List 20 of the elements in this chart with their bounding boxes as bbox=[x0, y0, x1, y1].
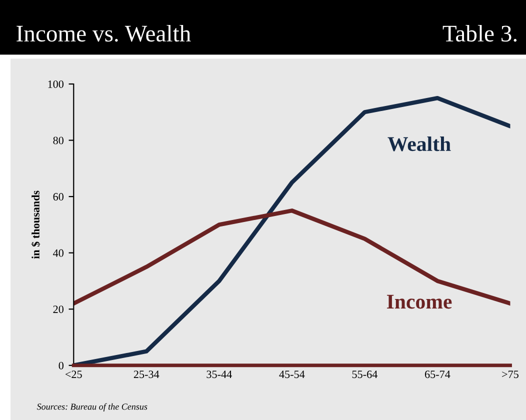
series-label: Wealth bbox=[388, 136, 451, 152]
x-tick-label: 25-34 bbox=[134, 370, 160, 378]
line-series bbox=[74, 96, 510, 366]
series-label: Income bbox=[386, 294, 452, 309]
x-tick-label: 55-64 bbox=[352, 370, 378, 378]
x-tick-label: 35-44 bbox=[206, 370, 232, 378]
y-tick-label: 40 bbox=[53, 249, 64, 257]
y-axis-title: in $ thousands bbox=[31, 190, 40, 259]
y-tick-label: 100 bbox=[48, 80, 64, 88]
y-tick-label: 60 bbox=[53, 193, 64, 201]
x-tick-label: 65-74 bbox=[424, 370, 450, 378]
chart-title: Income vs. Wealth bbox=[16, 24, 191, 42]
y-tick-label: 0 bbox=[58, 362, 64, 370]
y-tick-label: 20 bbox=[53, 306, 64, 314]
source-note: Sources: Bureau of the Census bbox=[36, 403, 148, 412]
x-tick-label: 45-54 bbox=[279, 370, 305, 378]
x-tick-label: >75 bbox=[502, 370, 518, 378]
x-tick-label: <25 bbox=[66, 370, 82, 378]
y-tick-label: 80 bbox=[53, 136, 64, 144]
chart-subtitle: Table 3. bbox=[442, 24, 517, 42]
